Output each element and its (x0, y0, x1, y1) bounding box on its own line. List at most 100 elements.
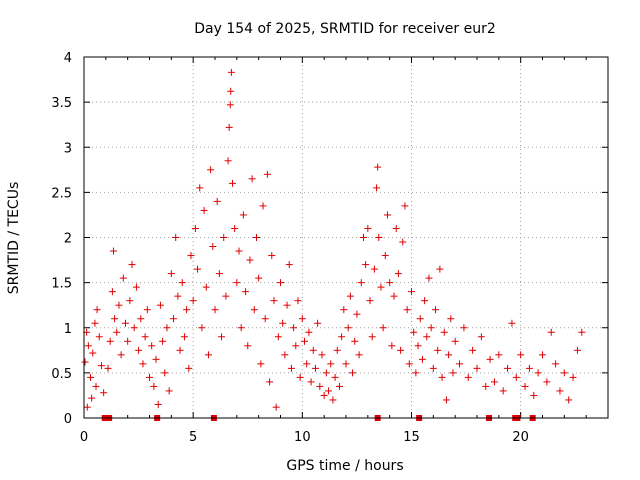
data-point (490, 378, 498, 386)
data-point (218, 333, 226, 341)
y-tick-label: 3.5 (51, 96, 72, 111)
plot-frame (83, 56, 609, 419)
data-point (307, 378, 315, 386)
data-point (200, 206, 208, 214)
x-tick-label: 0 (80, 430, 88, 445)
data-point (143, 306, 151, 314)
data-point (172, 234, 180, 241)
data-point (573, 346, 581, 354)
data-point (196, 184, 204, 192)
y-tick-label: 0 (64, 412, 72, 427)
data-point (91, 319, 99, 327)
data-point (285, 261, 293, 269)
data-point (228, 179, 236, 187)
data-point (167, 270, 175, 278)
data-point (128, 261, 136, 269)
y-tick-label: 0.5 (51, 367, 72, 382)
data-point (331, 373, 339, 381)
data-point (405, 360, 413, 368)
data-point (226, 101, 234, 109)
data-point (117, 351, 125, 359)
data-point (111, 315, 119, 323)
data-point (410, 328, 418, 336)
data-point (220, 234, 228, 241)
data-point (81, 358, 89, 366)
data-point (333, 346, 341, 354)
data-point (351, 337, 359, 345)
data-point (379, 324, 387, 332)
data-point (266, 378, 274, 386)
data-point (392, 224, 400, 232)
data-point (92, 382, 100, 390)
data-point (377, 283, 385, 291)
data-point (366, 297, 374, 305)
data-point (473, 364, 481, 372)
y-axis-label: SRMTID / TECUs (6, 182, 22, 295)
data-point (322, 369, 330, 377)
data-point (364, 224, 372, 232)
data-point (292, 342, 300, 350)
data-point (104, 364, 112, 372)
data-point (163, 324, 171, 332)
data-point (189, 297, 197, 305)
data-point (298, 315, 306, 323)
data-point (408, 288, 415, 296)
data-point (270, 297, 278, 305)
data-point (418, 355, 426, 363)
data-point (132, 283, 140, 291)
data-point (296, 373, 304, 381)
data-point (180, 333, 188, 341)
data-point (314, 319, 322, 327)
y-tick-label: 1 (64, 322, 72, 337)
data-point (268, 252, 276, 260)
data-point (281, 351, 289, 359)
data-point (482, 382, 490, 390)
data-point (311, 364, 319, 372)
data-point (375, 234, 383, 241)
data-point (388, 342, 396, 350)
data-point (287, 364, 295, 372)
data-point (460, 324, 468, 332)
data-point (445, 351, 453, 359)
data-point (434, 346, 442, 354)
data-point (207, 166, 215, 174)
data-point (578, 328, 586, 336)
data-point (156, 301, 164, 309)
data-point (154, 400, 162, 408)
data-point (416, 315, 424, 323)
data-point (456, 360, 464, 368)
data-point (170, 315, 178, 323)
data-point (263, 170, 271, 178)
data-point (242, 288, 250, 296)
data-point (227, 87, 235, 95)
data-point (255, 274, 263, 282)
data-point (183, 306, 191, 314)
data-point (187, 252, 195, 260)
data-point (165, 387, 173, 395)
data-point (95, 333, 103, 341)
data-point (97, 362, 105, 370)
data-point (109, 247, 117, 255)
chart-title: Day 154 of 2025, SRMTID for receiver eur… (194, 21, 496, 37)
data-point (161, 369, 169, 377)
data-point (126, 297, 134, 305)
data-point (508, 319, 516, 327)
data-point (414, 342, 422, 350)
data-point (381, 252, 389, 260)
y-tick-label: 4 (64, 51, 72, 66)
data-point (87, 373, 95, 381)
grid-lines (84, 57, 608, 418)
data-point (272, 403, 280, 411)
x-tick-label: 20 (512, 430, 529, 445)
data-point (309, 346, 317, 354)
data-point (231, 224, 239, 232)
data-point (390, 292, 398, 300)
y-tick-label: 2.5 (51, 186, 72, 201)
x-tick-label: 10 (294, 430, 311, 445)
data-point (130, 324, 138, 332)
data-point (215, 270, 223, 278)
data-point (185, 364, 193, 372)
data-point (176, 346, 184, 354)
data-point (569, 373, 577, 381)
data-point (124, 337, 132, 345)
